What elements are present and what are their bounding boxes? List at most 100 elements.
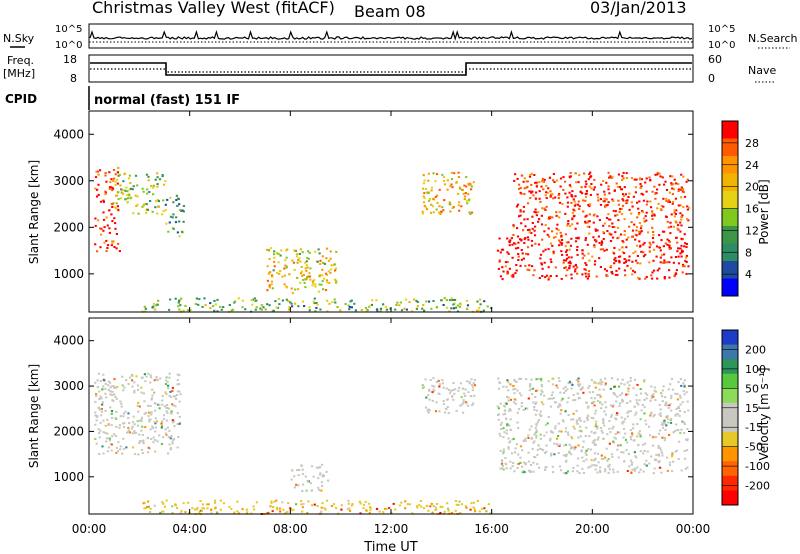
velocity-cell (147, 500, 150, 503)
power-cell (538, 277, 541, 279)
power-cell (561, 202, 564, 205)
power-cell (645, 211, 648, 214)
power-cell (298, 253, 301, 255)
velocity-cell (282, 508, 285, 511)
velocity-cell (547, 416, 550, 418)
velocity-cell (641, 404, 644, 406)
velocity-cell (587, 466, 590, 469)
velocity-cell (99, 421, 102, 424)
velocity-cell (171, 419, 174, 422)
velocity-cell (169, 447, 172, 450)
power-cell (679, 212, 682, 215)
velocity-cell (478, 510, 481, 513)
power-cell (534, 208, 537, 211)
velocity-cell (687, 409, 690, 412)
velocity-cell (554, 427, 557, 430)
power-cell (153, 308, 156, 311)
velocity-cell (137, 401, 140, 404)
velocity-cell (137, 453, 140, 456)
power-cell (335, 281, 338, 284)
velocity-cell (119, 448, 122, 451)
power-cell (314, 310, 317, 312)
power-cell (106, 247, 109, 249)
velocity-cell (416, 505, 419, 508)
velocity-cell (102, 452, 105, 455)
velocity-cell (427, 411, 430, 414)
power-cell (613, 252, 616, 255)
power-cell (290, 302, 293, 305)
velocity-cell (128, 376, 132, 379)
velocity-cell (362, 507, 365, 510)
velocity-cell (635, 411, 638, 414)
velocity-cell (132, 446, 135, 449)
power-cell (445, 299, 448, 302)
velocity-cell (107, 446, 111, 449)
velocity-cell (155, 420, 159, 423)
power-cell (500, 248, 504, 251)
power-cell (551, 216, 554, 219)
nave-tick-high: 60 (708, 53, 722, 66)
velocity-cell (433, 389, 436, 392)
power-cell (670, 213, 673, 216)
power-cell (679, 230, 682, 233)
velocity-cell (529, 384, 532, 386)
velocity-cell (501, 467, 504, 470)
velocity-cell (675, 423, 678, 426)
power-cell (456, 192, 460, 195)
velocity-cell (665, 424, 668, 427)
velocity-cell (547, 380, 550, 383)
velocity-cell (551, 383, 555, 386)
power-cell (614, 273, 617, 276)
power-colorbar-tick-label: 4 (745, 268, 752, 281)
velocity-cell (173, 395, 176, 398)
power-cell (671, 187, 674, 190)
power-cell (467, 193, 470, 196)
power-cell (97, 183, 100, 186)
velocity-cell (584, 435, 587, 437)
power-cell (102, 200, 105, 203)
velocity-cell (599, 378, 602, 381)
power-cell (671, 175, 674, 178)
power-cell (156, 185, 159, 188)
power-cell (682, 191, 685, 194)
velocity-cell (560, 469, 563, 472)
power-cell (428, 199, 431, 202)
power-cell (158, 178, 162, 181)
velocity-cell (579, 425, 582, 428)
power-cell (668, 261, 671, 264)
velocity-cell (522, 440, 525, 442)
velocity-cell (140, 416, 144, 419)
velocity-cell (599, 401, 602, 404)
power-cell (281, 275, 284, 278)
power-cell (333, 263, 336, 266)
velocity-cell (590, 416, 593, 419)
velocity-cell (570, 453, 573, 456)
power-cell (669, 225, 673, 228)
power-cell (681, 214, 684, 217)
power-region-0 (94, 166, 121, 253)
velocity-cell (602, 388, 605, 391)
power-cell (640, 192, 643, 195)
velocity-cell (291, 469, 294, 472)
velocity-cell (505, 463, 508, 466)
power-cell (628, 192, 631, 195)
power-cell (145, 173, 148, 176)
velocity-cell (497, 377, 500, 380)
power-cell (264, 308, 267, 311)
velocity-cell (530, 388, 533, 391)
velocity-cell (429, 505, 432, 508)
power-cell (525, 180, 528, 183)
velocity-cell (270, 501, 273, 504)
power-cell (543, 230, 546, 233)
velocity-cell (210, 512, 213, 515)
velocity-cell (511, 465, 514, 468)
power-cell (195, 297, 198, 300)
power-cell (109, 181, 112, 184)
velocity-cell (674, 392, 677, 395)
velocity-cell (657, 432, 661, 435)
velocity-cell (612, 404, 615, 407)
velocity-cell (151, 425, 154, 428)
velocity-cell (480, 507, 484, 510)
velocity-cell (127, 383, 130, 385)
power-cell (623, 252, 626, 255)
